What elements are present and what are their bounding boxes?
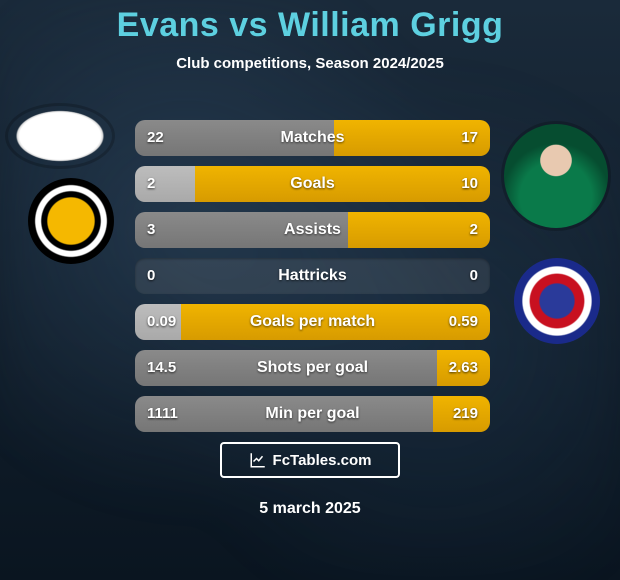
stat-row: 32Assists [135,212,490,248]
player-right-avatar [504,124,608,228]
stat-label: Min per goal [135,396,490,432]
stat-label: Goals per match [135,304,490,340]
subtitle: Club competitions, Season 2024/2025 [0,55,620,72]
chart-icon [249,451,267,469]
stats-bars: 2217Matches 210Goals 32Assists 00Hattricks 0… [135,120,490,442]
stat-label: Goals [135,166,490,202]
stat-row: 2217Matches [135,120,490,156]
stat-row: 0.090.59Goals per match [135,304,490,340]
date-text: 5 march 2025 [0,500,620,518]
club-right-badge [514,258,600,344]
comparison-card: Evans vs William Grigg Club competitions… [0,0,620,580]
stat-row: 00Hattricks [135,258,490,294]
stat-label: Matches [135,120,490,156]
branding-box: FcTables.com [220,442,400,478]
stat-label: Shots per goal [135,350,490,386]
stat-row: 210Goals [135,166,490,202]
stat-label: Hattricks [135,258,490,294]
page-title: Evans vs William Grigg [0,0,620,45]
player-left-avatar [8,106,112,166]
club-left-badge [28,178,114,264]
stat-row: 1111219Min per goal [135,396,490,432]
stat-row: 14.52.63Shots per goal [135,350,490,386]
stat-label: Assists [135,212,490,248]
branding-text: FcTables.com [273,452,372,469]
